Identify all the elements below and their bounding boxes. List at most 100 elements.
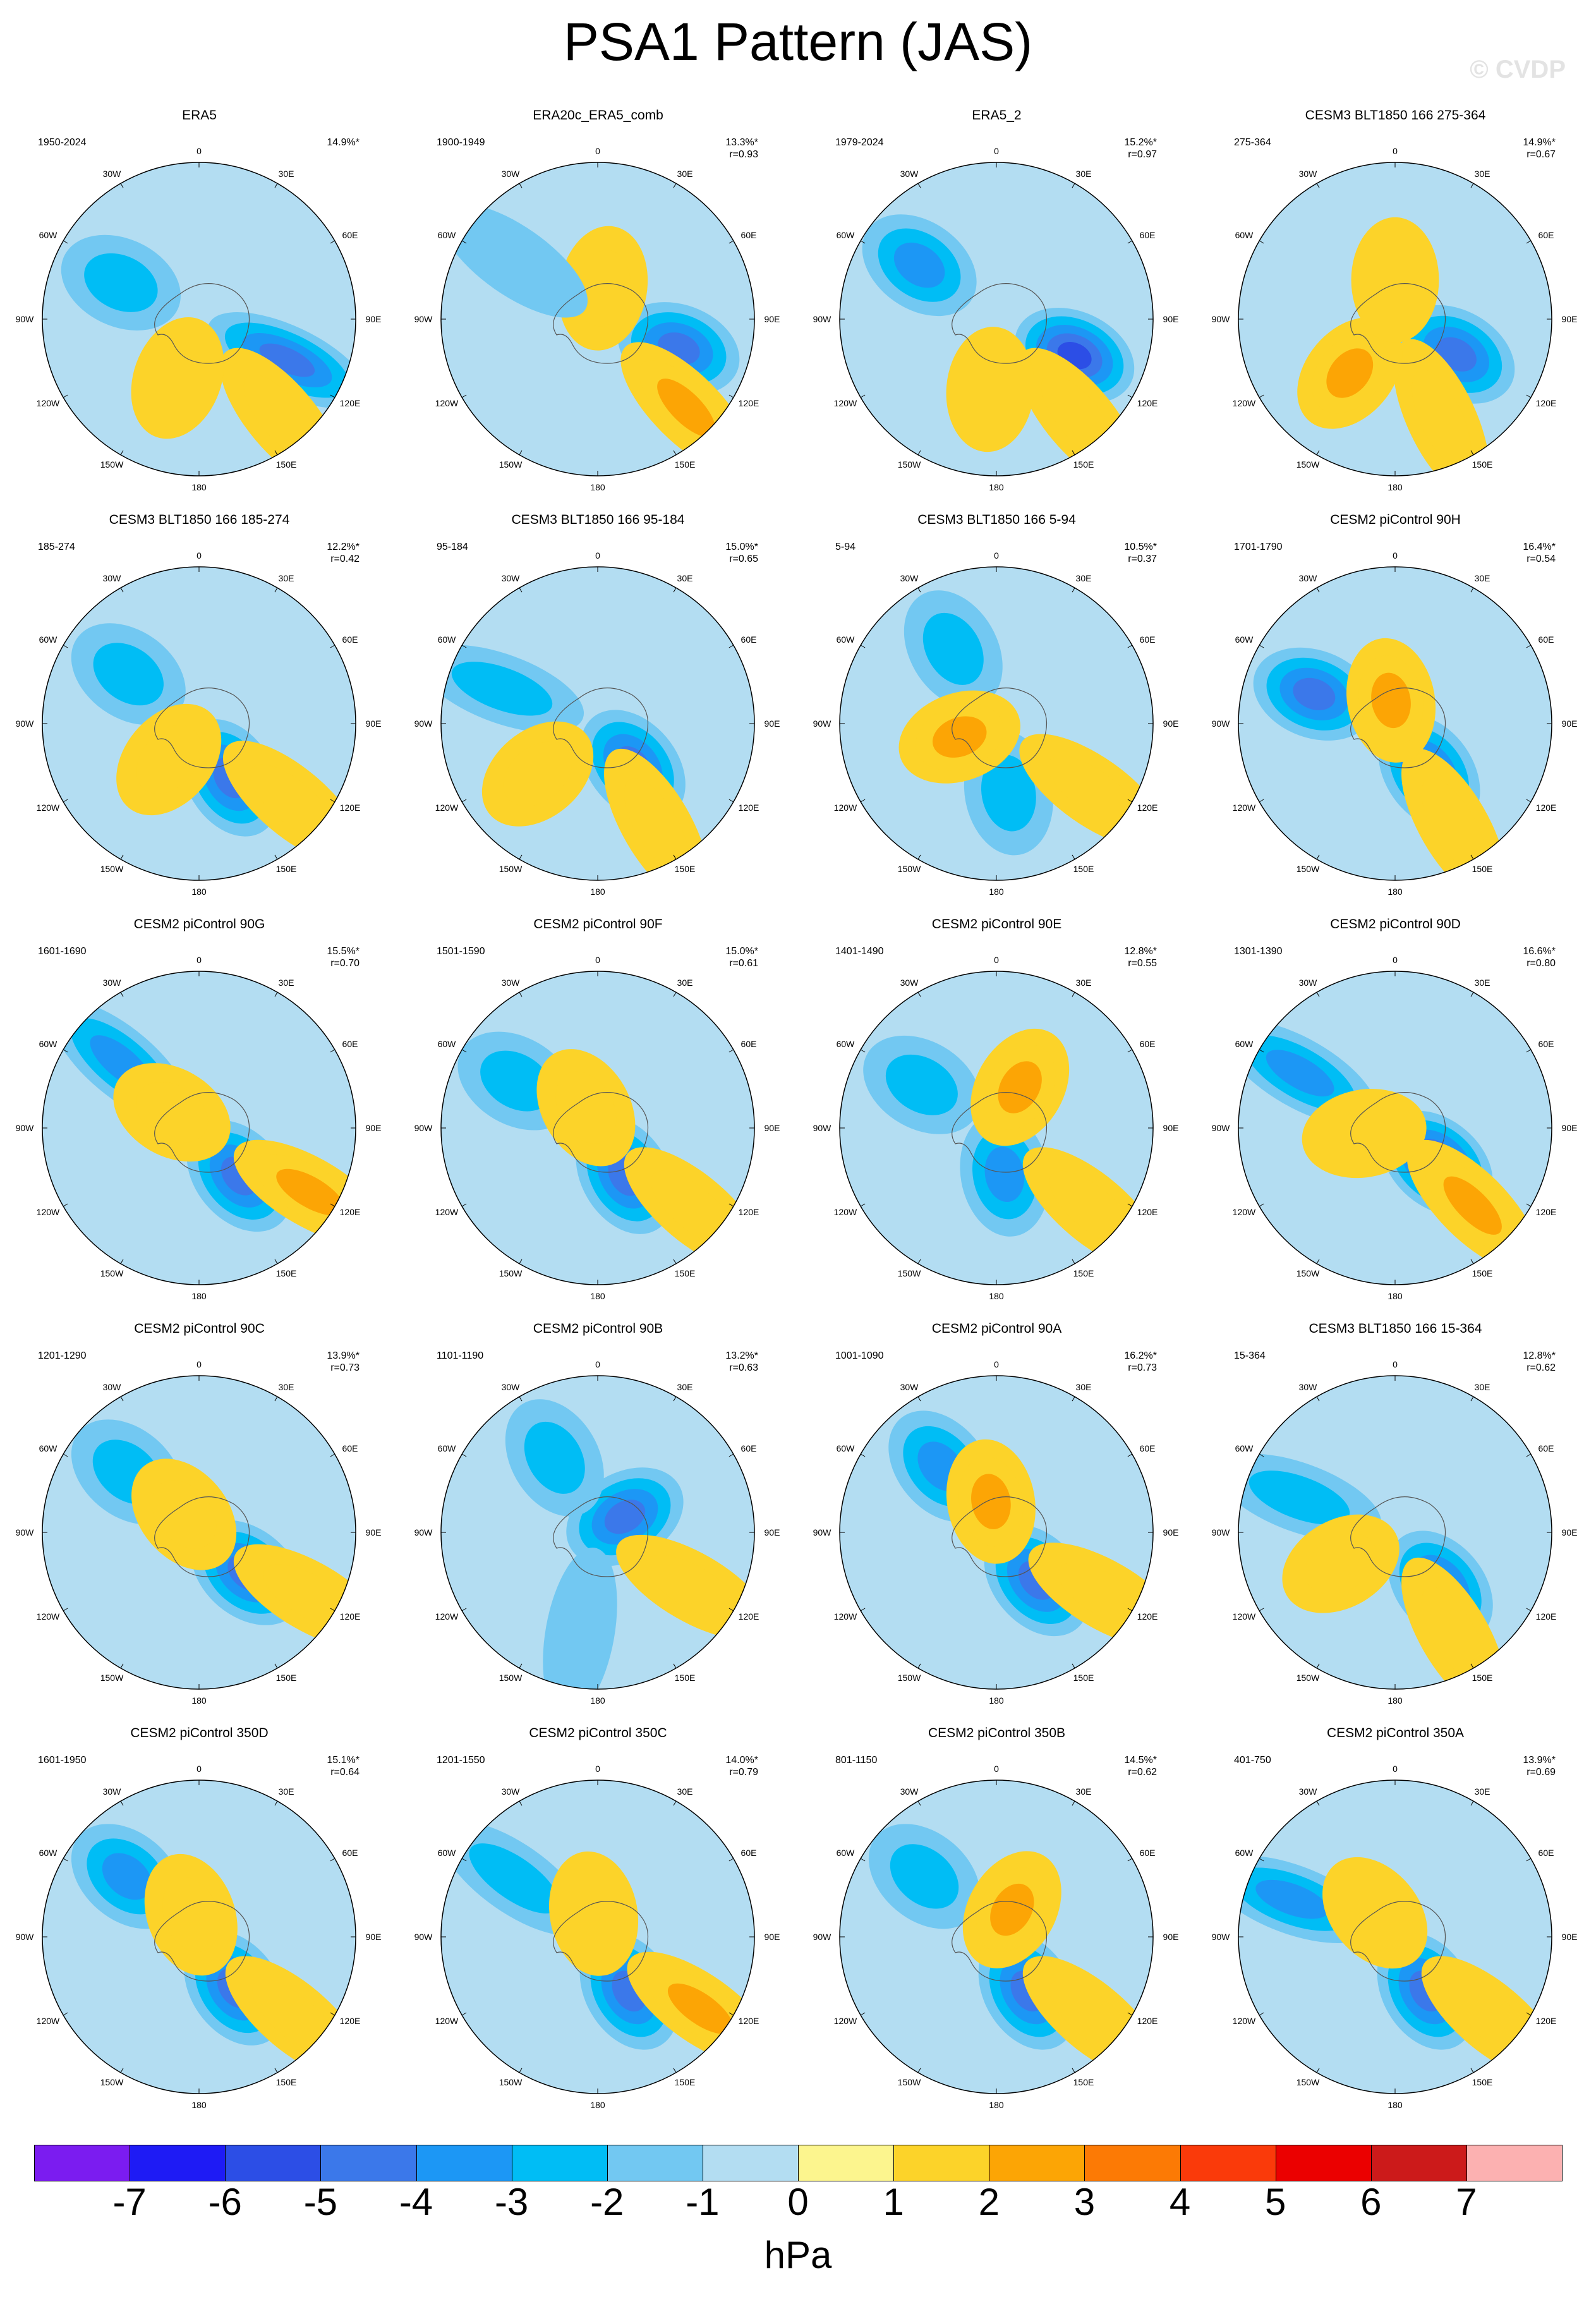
panel-pattern-correlation: r=0.62 — [1128, 1767, 1157, 1778]
lon-label: 120E — [339, 1207, 361, 1217]
lon-label: 90E — [764, 1932, 780, 1942]
lon-tick — [1470, 1663, 1474, 1669]
lon-label: 150E — [1073, 1673, 1094, 1683]
lon-tick — [274, 1259, 278, 1264]
panel-years: 1201-1290 — [38, 1350, 87, 1361]
lon-label: 30E — [677, 168, 693, 179]
lon-label: 90E — [365, 1123, 382, 1133]
lon-label: 120E — [1535, 1611, 1557, 1622]
lon-tick — [1259, 1608, 1264, 1611]
contour-high-level — [946, 327, 1034, 452]
lon-tick — [1072, 1800, 1075, 1806]
lon-tick — [1316, 1663, 1320, 1669]
panel-title: ERA20c_ERA5_comb — [533, 108, 663, 123]
lon-label: 0 — [196, 1764, 202, 1774]
map-panel: 0 30E 60E 90E 120E 150E 180 150W 120W 90W 60W 30W CE… — [399, 1725, 797, 2130]
map-panel: 0 30E 60E 90E 120E 150E 180 150W 120W 90W 60W 30W CE… — [797, 512, 1196, 916]
panel-title: CESM3 BLT1850 166 5-94 — [917, 512, 1076, 527]
lon-tick — [917, 854, 921, 860]
lon-label: 120E — [1535, 803, 1557, 813]
lon-label: 90W — [15, 1527, 34, 1537]
lon-tick — [120, 1663, 124, 1669]
lon-label: 90W — [813, 314, 831, 324]
panel-variance-explained: 12.8%* — [1523, 1350, 1556, 1361]
lon-label: 0 — [196, 1359, 202, 1369]
lon-label: 120W — [36, 1207, 60, 1217]
lon-label: 0 — [994, 146, 999, 156]
colorbar-tick-label: 7 — [1456, 2181, 1477, 2223]
lon-tick — [860, 1203, 866, 1207]
lon-label: 90W — [1211, 1123, 1230, 1133]
lon-label: 30E — [278, 573, 294, 583]
lon-label: 90E — [1163, 1527, 1179, 1537]
panel-pattern-correlation: r=0.73 — [1128, 1362, 1157, 1373]
panel-variance-explained: 14.5%* — [1124, 1755, 1157, 1766]
map-panel: 0 30E 60E 90E 120E 150E 180 150W 120W 90W 60W 30W CE… — [1196, 916, 1595, 1321]
panel-title: CESM2 piControl 90D — [1330, 917, 1461, 931]
lon-label: 60E — [741, 1443, 757, 1453]
lon-tick — [1316, 1259, 1320, 1264]
lon-label: 90E — [365, 314, 382, 324]
lon-tick — [1072, 1396, 1075, 1402]
lon-tick — [330, 394, 336, 398]
lon-tick — [1470, 183, 1474, 188]
lon-label: 60E — [342, 230, 358, 240]
lon-label: 120E — [1535, 2016, 1557, 2026]
lon-label: 60E — [342, 1039, 358, 1049]
map-panel: 0 30E 60E 90E 120E 150E 180 150W 120W 90W 60W 30W CE… — [0, 916, 399, 1321]
lon-tick — [461, 799, 467, 803]
contour-high-level — [1322, 1857, 1428, 1969]
lon-label: 150W — [1296, 864, 1320, 875]
polar-map — [1238, 971, 1552, 1285]
panel-variance-explained: 12.8%* — [1124, 946, 1157, 957]
lon-tick — [519, 450, 523, 456]
lon-label: 60W — [836, 1443, 855, 1453]
lon-tick — [1316, 587, 1320, 593]
panel-variance-explained: 16.4%* — [1523, 542, 1556, 552]
lon-tick — [330, 1203, 336, 1207]
lon-label: 60E — [342, 1848, 358, 1858]
lon-tick — [120, 450, 124, 456]
lon-label: 150E — [275, 459, 297, 470]
lon-label: 30E — [278, 168, 294, 179]
lon-tick — [461, 1453, 467, 1457]
lon-label: 30W — [1298, 168, 1317, 179]
lon-label: 30W — [102, 573, 121, 583]
antarctica-coastline — [154, 688, 250, 768]
contour-low-level — [543, 1548, 617, 1689]
lon-label: 90E — [1561, 718, 1578, 729]
map-panel: 0 30E 60E 90E 120E 150E 180 150W 120W 90W 60W 30W CE… — [0, 1725, 399, 2130]
panel-variance-explained: 13.9%* — [1523, 1755, 1556, 1766]
lon-tick — [728, 799, 734, 803]
contour-high-level — [932, 716, 987, 758]
contour-low-level — [524, 1421, 585, 1494]
lon-label: 60W — [437, 1039, 456, 1049]
lon-label: 150W — [1296, 1268, 1320, 1279]
lon-tick — [917, 991, 921, 997]
lon-label: 60E — [1139, 1443, 1156, 1453]
lon-label: 90E — [1561, 1123, 1578, 1133]
antarctica-coastline — [1350, 1496, 1446, 1577]
lon-tick — [63, 1203, 68, 1207]
lon-label: 120W — [435, 2016, 459, 2026]
contour-low-level — [922, 612, 984, 685]
lon-tick — [728, 1608, 734, 1611]
map-panel: 0 30E 60E 90E 120E 150E 180 150W 120W 90W 60W 30W CE… — [797, 1725, 1196, 2130]
lon-tick — [1316, 1396, 1320, 1402]
lon-label: 120W — [435, 1611, 459, 1622]
panel-variance-explained: 10.5%* — [1124, 542, 1157, 552]
lon-tick — [1072, 1259, 1075, 1264]
contour-high-level — [1058, 1563, 1152, 1628]
lon-label: 60W — [39, 230, 57, 240]
lon-label: 90W — [414, 1932, 433, 1942]
lon-tick — [728, 645, 734, 648]
lon-label: 60E — [741, 230, 757, 240]
lon-label: 60W — [1235, 1443, 1254, 1453]
colorbar-swatch — [607, 2145, 703, 2181]
lon-label: 150W — [499, 1673, 523, 1683]
lon-tick — [330, 1453, 336, 1457]
lon-tick — [120, 1396, 124, 1402]
contour-high-level — [549, 1851, 639, 1976]
contour-low-level — [259, 343, 315, 377]
contour-high-level — [1305, 1533, 1377, 1594]
